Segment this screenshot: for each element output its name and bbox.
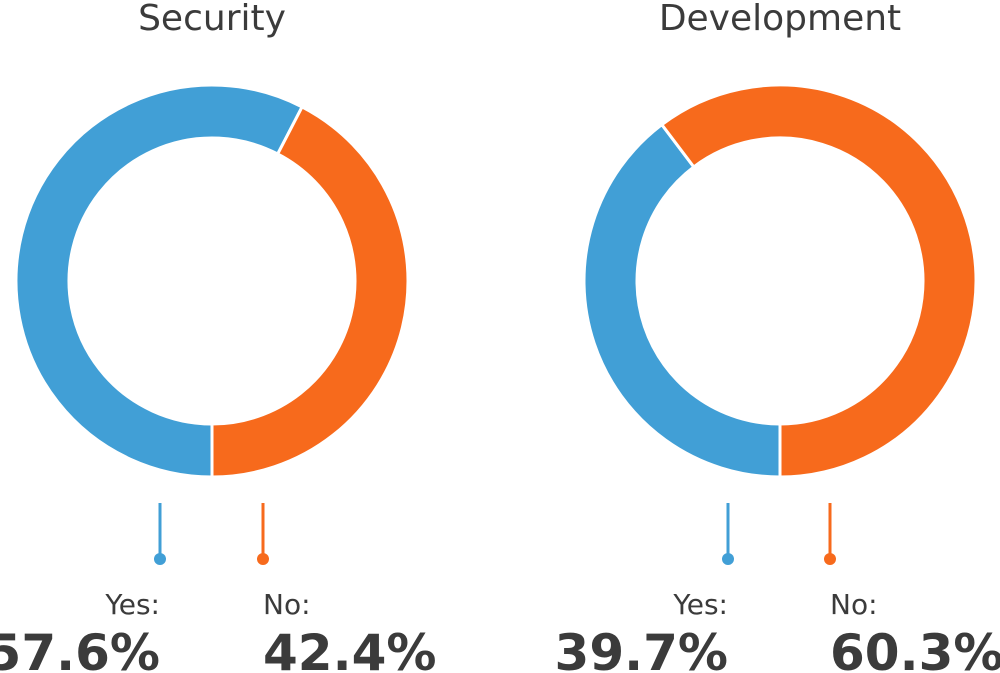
chart-title-security: Security — [138, 0, 286, 39]
donut-arcs-security — [14, 83, 410, 479]
donut-chart-security: Security Yes: 57.6% No: 42.4% — [0, 0, 436, 673]
legend-dot-development-no — [824, 553, 836, 565]
slice-label-development-yes: Yes: — [672, 588, 728, 621]
slice-value-development-yes: 39.7% — [555, 624, 728, 673]
donut-chart-development: Development Yes: 39.7% No: 60.3% — [555, 0, 1000, 673]
legend-dot-development-yes — [722, 553, 734, 565]
slice-value-security-yes: 57.6% — [0, 624, 160, 673]
slice-value-development-no: 60.3% — [830, 624, 1000, 673]
slice-label-security-yes: Yes: — [104, 588, 160, 621]
legend-dot-security-no — [257, 553, 269, 565]
slice-value-security-no: 42.4% — [263, 624, 436, 673]
chart-title-development: Development — [659, 0, 901, 39]
slice-label-development-no: No: — [830, 588, 878, 621]
donut-arcs-development — [582, 83, 978, 479]
slice-security-no — [210, 104, 410, 479]
slice-development-no — [659, 83, 978, 479]
legend-dot-security-yes — [154, 553, 166, 565]
slice-development-yes — [582, 122, 782, 479]
slice-label-security-no: No: — [263, 588, 311, 621]
slice-security-yes — [14, 83, 305, 479]
